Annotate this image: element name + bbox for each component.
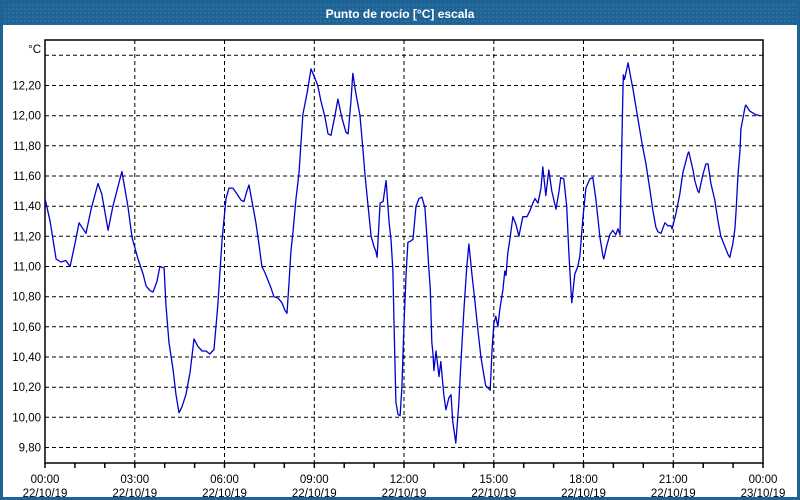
x-tick-time-label: 00:00 bbox=[31, 474, 60, 486]
y-tick-label: 9,80 bbox=[19, 443, 41, 455]
dewpoint-line-chart: °C 12,20 12,00 11,80 11,60 11,40 11,20 11,00 10,… bbox=[12, 39, 786, 500]
y-axis-unit-label: °C bbox=[28, 44, 41, 56]
x-tick-date-label: 22/10/19 bbox=[382, 488, 427, 500]
x-tick-time-label: 00:00 bbox=[749, 474, 778, 486]
x-tick-time-label: 09:00 bbox=[300, 474, 329, 486]
y-tick-label: 11,00 bbox=[13, 262, 41, 274]
x-tick-date-label: 23/10/19 bbox=[741, 488, 786, 500]
title-bar: Punto de rocío [°C] escala bbox=[3, 3, 797, 25]
window-title: Punto de rocío [°C] escala bbox=[325, 7, 475, 21]
y-tick-label: 12,00 bbox=[12, 111, 41, 123]
y-tick-label: 12,20 bbox=[12, 81, 41, 93]
x-tick-date-label: 22/10/19 bbox=[112, 488, 157, 500]
x-tick-time-label: 21:00 bbox=[659, 474, 688, 486]
x-tick-date-label: 22/10/19 bbox=[23, 488, 68, 500]
x-tick-time-label: 15:00 bbox=[479, 474, 508, 486]
chart-area: °C 12,20 12,00 11,80 11,60 11,40 11,20 11,00 10,… bbox=[3, 25, 797, 497]
x-tick-date-label: 22/10/19 bbox=[651, 488, 696, 500]
y-tick-label: 11,20 bbox=[13, 231, 41, 243]
x-tick-time-label: 03:00 bbox=[120, 474, 149, 486]
y-tick-label: 11,40 bbox=[13, 201, 41, 213]
x-tick-date-label: 22/10/19 bbox=[292, 488, 337, 500]
x-tick-date-label: 22/10/19 bbox=[471, 488, 516, 500]
y-tick-label: 10,80 bbox=[12, 292, 41, 304]
x-tick-time-label: 12:00 bbox=[390, 474, 419, 486]
y-tick-label: 11,60 bbox=[13, 171, 41, 183]
x-tick-time-label: 18:00 bbox=[569, 474, 598, 486]
y-tick-label: 10,00 bbox=[12, 412, 41, 424]
series-line bbox=[44, 62, 761, 444]
x-tick-time-label: 06:00 bbox=[210, 474, 239, 486]
y-tick-label: 10,20 bbox=[12, 382, 41, 394]
x-tick-date-label: 22/10/19 bbox=[561, 488, 606, 500]
x-tick-date-label: 22/10/19 bbox=[202, 488, 247, 500]
y-tick-label: 10,60 bbox=[12, 322, 41, 334]
y-tick-label: 10,40 bbox=[12, 352, 41, 364]
y-tick-label: 11,80 bbox=[13, 141, 41, 153]
